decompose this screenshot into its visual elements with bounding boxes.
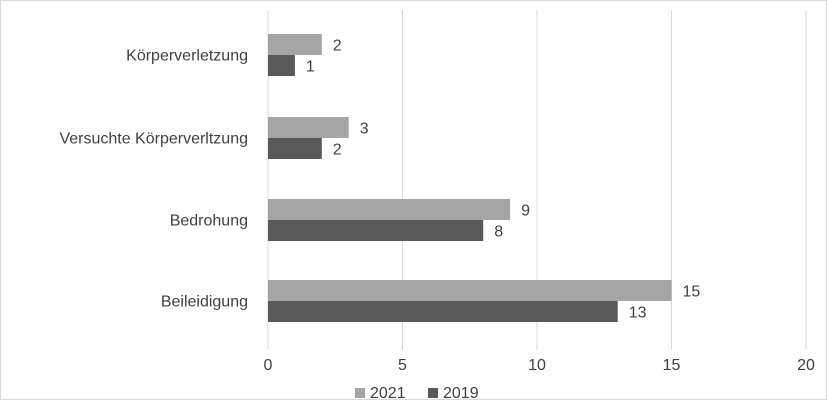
bar-2021 <box>268 199 511 220</box>
data-label: 8 <box>494 224 503 241</box>
x-tick-label: 10 <box>528 357 546 374</box>
data-label: 1 <box>306 59 315 76</box>
category-label: Beileidigung <box>161 294 248 311</box>
data-label: 2 <box>333 38 342 55</box>
data-label: 13 <box>629 305 647 322</box>
category-label: Versuchte Körperverltzung <box>59 131 248 148</box>
x-tick-label: 20 <box>797 357 815 374</box>
bar-2019 <box>268 220 484 241</box>
x-tick-label: 0 <box>264 357 273 374</box>
category-label: Körperverletzung <box>126 48 248 65</box>
data-label: 9 <box>521 203 530 220</box>
x-tick-labels: 0 5 10 15 20 <box>264 357 815 374</box>
data-label: 15 <box>683 284 701 301</box>
bar-2021 <box>268 280 672 301</box>
legend-label: 2019 <box>443 385 479 401</box>
data-label: 2 <box>333 142 342 159</box>
category-label: Bedrohung <box>170 213 248 230</box>
legend-swatch-2021 <box>355 388 365 398</box>
legend: 2021 2019 <box>355 385 479 401</box>
bar-2021 <box>268 117 349 138</box>
data-label: 3 <box>360 121 369 138</box>
legend-label: 2021 <box>370 385 406 401</box>
x-tick-label: 15 <box>663 357 681 374</box>
bars <box>268 34 672 322</box>
legend-swatch-2019 <box>428 388 438 398</box>
bar-2021 <box>268 34 322 55</box>
x-tick-label: 5 <box>398 357 407 374</box>
bar-2019 <box>268 138 322 159</box>
bar-2019 <box>268 301 618 322</box>
category-labels: Körperverletzung Versuchte Körperverltzun… <box>59 48 248 311</box>
bar-2019 <box>268 55 295 76</box>
